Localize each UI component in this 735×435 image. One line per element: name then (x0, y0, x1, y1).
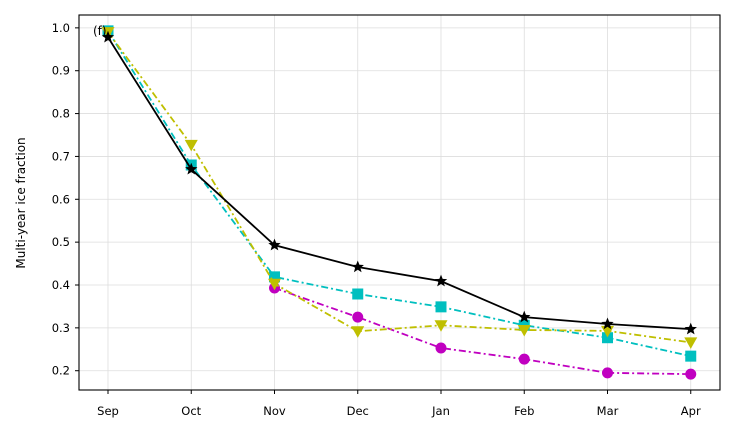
data-point (352, 311, 364, 323)
data-point (434, 274, 448, 287)
series-circle (269, 282, 697, 380)
data-point (517, 325, 531, 337)
data-point (352, 288, 364, 300)
data-point (602, 367, 613, 379)
plot-frame (78, 14, 721, 391)
data-point (101, 30, 115, 43)
y-tick-label: 0.5 (52, 235, 70, 249)
data-point (518, 353, 530, 365)
series-triangle-down (101, 27, 698, 349)
data-point (685, 350, 697, 362)
data-point (351, 260, 364, 273)
x-tick-label: Feb (514, 404, 534, 418)
y-tick-label: 0.8 (52, 107, 70, 121)
series-line (107, 31, 691, 344)
y-tick-label: 0.3 (52, 321, 70, 335)
x-tick-label: Jan (431, 404, 450, 418)
data-point (269, 271, 280, 283)
series-layer (101, 25, 698, 380)
x-tick-label: Apr (681, 404, 701, 418)
series-star (101, 30, 697, 335)
data-point (684, 337, 698, 349)
y-tick-label: 0.9 (52, 64, 70, 78)
grid-lines (79, 15, 720, 390)
y-tick-label: 0.2 (52, 364, 70, 378)
panel-label: (f) (93, 24, 107, 38)
x-tick-label: Mar (597, 404, 619, 418)
data-point (684, 322, 697, 335)
series-line (107, 36, 691, 331)
y-tick-label: 1.0 (52, 21, 70, 35)
data-point (601, 317, 614, 330)
data-point (518, 310, 531, 323)
x-tick-label: Nov (263, 404, 286, 418)
data-point (685, 368, 697, 380)
series-line (107, 30, 691, 358)
data-point (435, 342, 447, 354)
data-point (268, 238, 281, 251)
y-axis-title: Multi-year ice fraction (14, 137, 28, 268)
data-point (184, 139, 198, 152)
y-tick-label: 0.6 (52, 192, 70, 206)
series-line (274, 287, 691, 376)
data-point (434, 320, 448, 332)
data-point (435, 301, 447, 313)
data-point (602, 332, 613, 344)
x-tick-label: Oct (181, 404, 201, 418)
x-tick-label: Sep (97, 404, 119, 418)
y-tick-label: 0.7 (52, 149, 70, 163)
data-point (268, 278, 281, 291)
x-tick-label: Dec (347, 404, 369, 418)
y-tick-label: 0.4 (52, 278, 70, 292)
data-point (185, 162, 198, 175)
data-point (351, 326, 365, 338)
axis-ticks: Sep Oct Nov Dec Jan Feb Mar Apr 0.2 0.3 0.4 0.5 0.6 0… (52, 21, 701, 418)
